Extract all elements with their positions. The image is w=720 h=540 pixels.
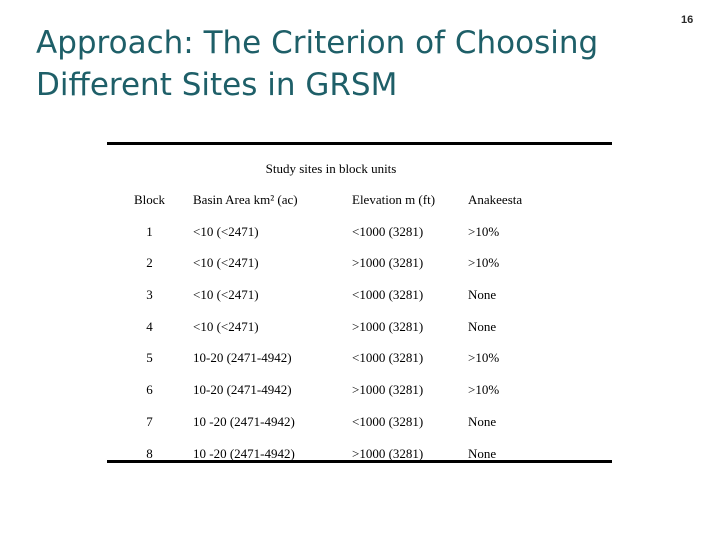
header-basin-area: Basin Area km² (ac) — [193, 192, 298, 207]
cell-block: 8 — [146, 445, 153, 461]
table-row: 7 10 -20 (2471-4942) <1000 (3281) None — [107, 405, 612, 437]
cell-anakeesta: None — [468, 413, 497, 429]
cell-block: 2 — [146, 255, 153, 271]
header-block: Block — [133, 192, 166, 207]
cell-elevation: >1000 (3281) — [352, 318, 424, 334]
cell-block: 7 — [146, 413, 153, 429]
table-header-row: Block Basin Area km² (ac) Elevation m (f… — [107, 183, 612, 215]
table-caption: Study sites in block units — [265, 161, 397, 176]
cell-anakeesta: >10% — [468, 255, 500, 271]
cell-block: 5 — [146, 350, 153, 366]
table-row: 6 10-20 (2471-4942) >1000 (3281) >10% — [107, 373, 612, 405]
cell-anakeesta: >10% — [468, 382, 500, 398]
cell-elevation: <1000 (3281) — [352, 287, 424, 303]
cell-elevation: <1000 (3281) — [352, 350, 424, 366]
cell-anakeesta: None — [468, 445, 497, 461]
cell-anakeesta: None — [468, 318, 497, 334]
cell-block: 1 — [146, 223, 153, 239]
header-anakeesta: Anakeesta — [468, 192, 523, 207]
cell-elevation: <1000 (3281) — [352, 413, 424, 429]
cell-basin-area: 10 -20 (2471-4942) — [193, 413, 295, 429]
slide-number: 16 — [681, 14, 694, 26]
cell-anakeesta: >10% — [468, 223, 500, 239]
study-sites-table: Block Basin Area km² (ac) Elevation m (f… — [107, 183, 612, 468]
slide-title-line-2: Different Sites in GRSM — [36, 67, 398, 103]
cell-basin-area: <10 (<2471) — [193, 287, 259, 303]
table-row: 3 <10 (<2471) <1000 (3281) None — [107, 278, 612, 310]
cell-elevation: >1000 (3281) — [352, 255, 424, 271]
table-top-rule — [107, 142, 612, 145]
header-elevation: Elevation m (ft) — [352, 192, 436, 207]
cell-elevation: >1000 (3281) — [352, 382, 424, 398]
cell-basin-area: 10-20 (2471-4942) — [193, 350, 292, 366]
table-bottom-rule — [107, 460, 612, 463]
cell-basin-area: 10-20 (2471-4942) — [193, 382, 292, 398]
cell-anakeesta: None — [468, 287, 497, 303]
cell-block: 6 — [146, 382, 153, 398]
cell-block: 4 — [146, 318, 153, 334]
cell-elevation: <1000 (3281) — [352, 223, 424, 239]
slide-title-line-1: Approach: The Criterion of Choosing — [36, 25, 599, 61]
cell-block: 3 — [146, 287, 153, 303]
table-row: 5 10-20 (2471-4942) <1000 (3281) >10% — [107, 341, 612, 373]
slide-title: Approach: The Criterion of Choosing Diff… — [36, 22, 656, 106]
table-row: 2 <10 (<2471) >1000 (3281) >10% — [107, 246, 612, 278]
cell-basin-area: <10 (<2471) — [193, 223, 259, 239]
cell-anakeesta: >10% — [468, 350, 500, 366]
cell-elevation: >1000 (3281) — [352, 445, 424, 461]
table-row: 1 <10 (<2471) <1000 (3281) >10% — [107, 215, 612, 247]
table-row: 8 10 -20 (2471-4942) >1000 (3281) None — [107, 437, 612, 469]
cell-basin-area: 10 -20 (2471-4942) — [193, 445, 295, 461]
cell-basin-area: <10 (<2471) — [193, 255, 259, 271]
table-row: 4 <10 (<2471) >1000 (3281) None — [107, 310, 612, 342]
cell-basin-area: <10 (<2471) — [193, 318, 259, 334]
